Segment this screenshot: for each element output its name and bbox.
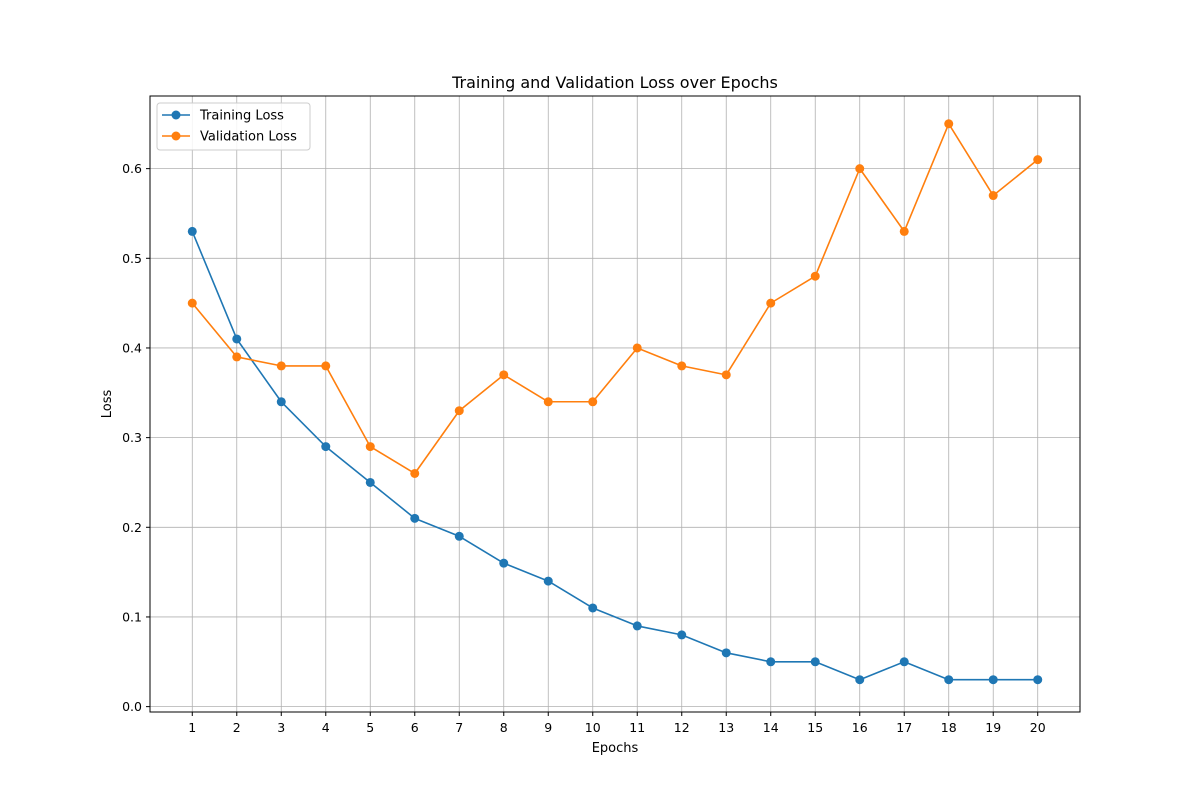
x-tick-label: 7 (455, 720, 463, 735)
validation-loss-point (988, 191, 998, 201)
validation-loss-point (899, 226, 909, 236)
training-loss-point (1033, 675, 1043, 685)
x-tick-label: 12 (674, 720, 690, 735)
legend: Training Loss Validation Loss (156, 102, 311, 151)
x-tick-label: 11 (629, 720, 645, 735)
validation-loss-point (588, 397, 598, 407)
validation-loss-point (543, 397, 553, 407)
training-loss-line (191, 231, 1038, 681)
validation-loss-point (410, 468, 420, 478)
validation-loss-point (810, 271, 820, 281)
training-loss-point (855, 675, 865, 685)
legend-label-training-loss: Training Loss (199, 109, 284, 124)
x-tick-label: 5 (366, 720, 374, 735)
training-loss-point (543, 576, 553, 586)
x-tick-label: 18 (941, 720, 957, 735)
y-tick-label: 0.4 (122, 340, 142, 355)
y-tick-label: 0.5 (122, 251, 142, 266)
training-loss-point (944, 675, 954, 685)
training-loss-point (410, 513, 420, 523)
training-loss-point (454, 531, 464, 541)
validation-loss-point (232, 352, 242, 362)
validation-loss-point (365, 442, 375, 452)
validation-loss-point (855, 164, 865, 174)
series-layer (187, 119, 1043, 685)
plot-frame (149, 95, 1081, 713)
training-loss-point (276, 397, 286, 407)
x-tick-label: 17 (896, 720, 912, 735)
x-tick-label: 15 (807, 720, 823, 735)
legend-label-validation-loss: Validation Loss (200, 130, 297, 145)
tick-labels: 1 2 3 4 5 6 7 8 9 10 11 12 13 14 15 16 17 18 19 200.00.10.2… (122, 161, 1046, 735)
validation-loss-point (1033, 155, 1043, 165)
training-loss-point (677, 630, 687, 640)
training-loss-point (365, 477, 375, 487)
y-axis-label: Loss (100, 390, 115, 419)
validation-loss-point (721, 370, 731, 380)
x-tick-label: 14 (763, 720, 779, 735)
validation-loss-point (276, 361, 286, 371)
validation-loss-point (632, 343, 642, 353)
x-tick-label: 10 (585, 720, 601, 735)
training-loss-point (721, 648, 731, 658)
validation-loss-point (944, 119, 954, 129)
validation-loss-point (187, 298, 197, 308)
training-loss-point (988, 675, 998, 685)
legend-box (156, 102, 311, 151)
x-tick-label: 8 (500, 720, 508, 735)
validation-loss-line (191, 122, 1039, 475)
training-loss-point (187, 226, 197, 236)
training-loss-point (766, 657, 776, 667)
legend-swatch-marker (171, 110, 181, 120)
x-tick-label: 1 (188, 720, 196, 735)
x-tick-label: 13 (718, 720, 734, 735)
x-tick-label: 4 (322, 720, 330, 735)
x-tick-label: 20 (1030, 720, 1046, 735)
x-tick-label: 6 (411, 720, 419, 735)
x-tick-label: 3 (277, 720, 285, 735)
x-axis-label: Epochs (592, 741, 639, 756)
x-tick-label: 16 (852, 720, 868, 735)
axes (149, 95, 1081, 713)
training-loss-point (232, 334, 242, 344)
training-loss-point (588, 603, 598, 613)
y-tick-label: 0.2 (122, 520, 142, 535)
validation-loss-point (321, 361, 331, 371)
training-loss-point (499, 558, 509, 568)
training-loss-point (321, 442, 331, 452)
legend-swatch-marker (171, 131, 181, 141)
validation-loss-point (677, 361, 687, 371)
y-tick-label: 0.0 (122, 699, 142, 714)
x-tick-label: 19 (985, 720, 1001, 735)
training-loss-point (899, 657, 909, 667)
x-tick-label: 9 (544, 720, 552, 735)
y-tick-label: 0.6 (122, 161, 142, 176)
chart-title: Training and Validation Loss over Epochs (451, 73, 778, 92)
x-tick-label: 2 (233, 720, 241, 735)
training-loss-point (810, 657, 820, 667)
validation-loss-point (454, 406, 464, 416)
validation-loss-point (499, 370, 509, 380)
training-loss-point (632, 621, 642, 631)
grid-lines (150, 96, 1080, 712)
validation-loss-point (766, 298, 776, 308)
y-tick-label: 0.3 (122, 430, 142, 445)
y-tick-label: 0.1 (122, 609, 142, 624)
